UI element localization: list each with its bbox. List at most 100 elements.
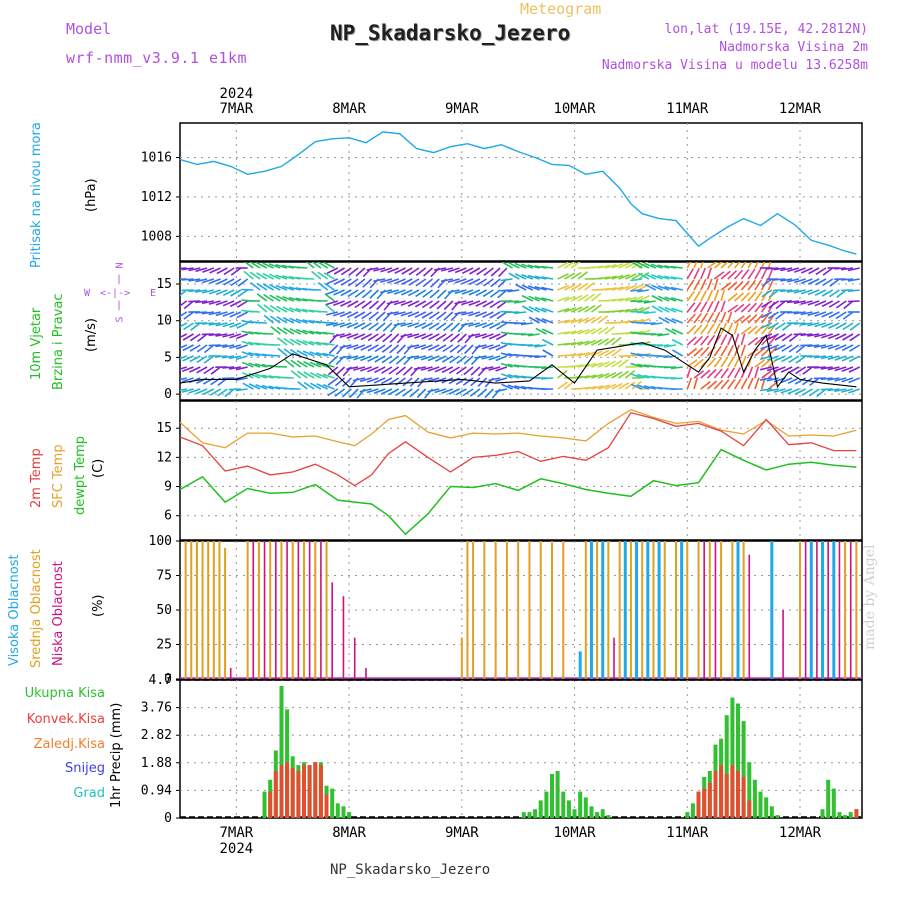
wind-arrow [254,352,267,357]
wind-arrow [340,267,352,276]
wind-arrow [195,300,208,304]
wind-arrow [650,263,663,269]
total-precip-bar [347,812,352,818]
wind-arrow [441,366,454,374]
wind-arrow [310,382,322,390]
wind-arrow [296,370,308,379]
conv-precip-bar [741,776,746,818]
wind-arrow [786,311,799,314]
wind-arrow [761,324,771,335]
wind-arrow [323,272,335,280]
wind-arrow [564,272,576,280]
conv-precip-bar [296,771,301,818]
wind-arrow [808,267,820,275]
wind-arrow [636,300,650,303]
elevation-label: Nadmorska Visina 2m [719,40,868,55]
wind-arrow [469,267,481,275]
wind-arrow [421,300,433,309]
wind-arrow [334,388,346,397]
wind-arrow [767,322,779,330]
wind-arrow [760,267,768,280]
wind-arrow [352,377,366,382]
wind-arrow [570,352,584,357]
wind-arrow [834,388,847,393]
wind-arrow [514,273,527,280]
wind-arrow [665,327,677,335]
wind-arrow [564,341,577,346]
wind-arrow [282,275,295,280]
wind-arrow [208,289,221,295]
wind-arrow [189,355,201,363]
wind-arrow [309,330,322,335]
wind-arrow [842,322,854,331]
wind-arrow [637,363,650,368]
wind-arrow [713,323,721,335]
wind-arrow [570,306,583,313]
wind-arrow [248,362,261,368]
model-label: Model [66,20,112,38]
wind-arrow [611,274,624,280]
wind-arrow [834,377,847,382]
y-tick-label: 2.82 [141,728,172,743]
y-tick-label: 1008 [141,229,172,244]
wind-arrow [346,311,359,319]
wind-arrow [670,265,683,269]
wind-arrow [180,334,181,335]
wind-arrow [795,366,807,375]
total-precip-bar [831,788,836,818]
wind-arrow [604,360,616,368]
wind-arrow [813,366,826,369]
total-precip-bar [685,812,690,818]
wind-arrow [624,284,637,291]
wind-arrow [268,354,281,357]
wind-arrow [693,267,701,280]
wind-arrow [664,317,677,324]
wind-arrow [740,280,750,291]
wind-arrow [597,384,610,390]
wind-arrow [584,339,597,346]
total-precip-bar [724,715,729,818]
wind-arrow [215,300,228,306]
wind-arrow [840,267,854,271]
wind-arrow [584,293,595,302]
wind-arrow [534,355,547,359]
wind-arrow [727,344,735,357]
wind-arrow [590,304,602,313]
wind-arrow [322,383,335,390]
wind-arrow [498,267,508,278]
wind-arrow [180,378,181,379]
wind-arrow [255,262,268,269]
wind-arrow [332,333,345,338]
wind-arrow [597,372,610,379]
total-precip-bar [764,797,769,818]
wind-arrow [302,308,315,313]
conv-precip-bar [285,762,290,818]
total-precip-bar [820,809,825,818]
wind-arrow [261,374,274,379]
wind-arrow [368,300,379,310]
wind-arrow [311,270,322,280]
wind-arrow [706,278,713,291]
wind-arrow [706,267,713,280]
wind-arrow [420,355,433,361]
conv-precip-bar [724,774,729,818]
wind-arrow [843,300,854,310]
wind-arrow [223,278,235,286]
wind-arrow [328,344,339,355]
wind-arrow [570,271,582,280]
wind-arrow [297,381,308,390]
wind-arrow [354,289,366,298]
wind-arrow [713,379,724,390]
wind-arrow [181,377,194,383]
wind-arrow [359,377,372,383]
wind-arrow [534,275,547,280]
wind-arrow [270,315,281,324]
wind-arrow [794,388,806,396]
wind-arrow [733,378,742,390]
wind-arrow [671,307,684,313]
wind-arrow [787,267,800,273]
wind-arrow [367,355,379,363]
wind-arrow [650,333,663,336]
wind-arrow [374,366,386,374]
wind-arrow [257,303,268,313]
